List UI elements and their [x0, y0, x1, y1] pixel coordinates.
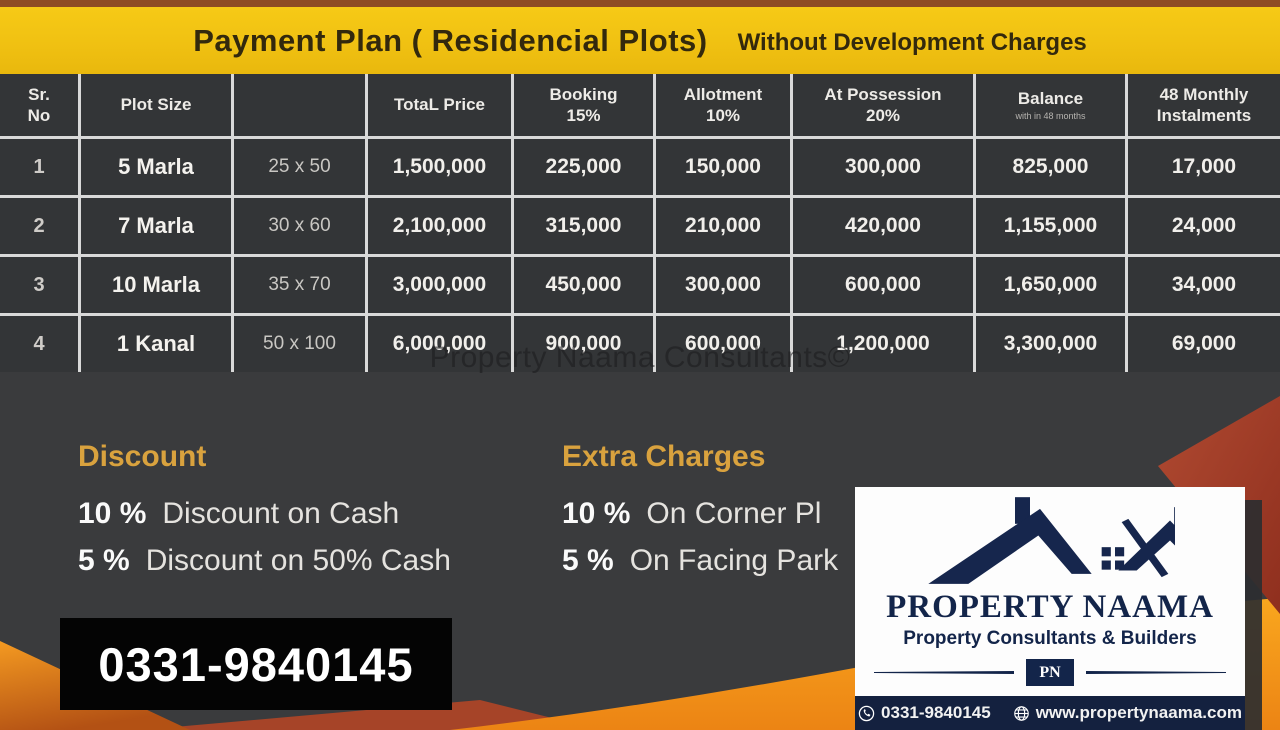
divider-left [874, 671, 1014, 674]
table-row-4-booking: 900,000 [514, 316, 653, 372]
table-row-4-plot: 1 Kanal [81, 316, 231, 372]
table-row-4-balance: 3,300,000 [976, 316, 1125, 372]
table-row-4-dim: 50 x 100 [234, 316, 365, 372]
table-row-3-possession: 600,000 [793, 257, 973, 313]
divider-right [1086, 671, 1226, 674]
table-row-3-plot: 10 Marla [81, 257, 231, 313]
table-row-2-allotment: 210,000 [656, 198, 790, 254]
table-row-2-monthly: 24,000 [1128, 198, 1280, 254]
table-row-3-total: 3,000,000 [368, 257, 511, 313]
table-row-1-possession: 300,000 [793, 139, 973, 195]
brand-card: PROPERTY NAAMA Property Consultants & Bu… [855, 487, 1245, 730]
page-title: Payment Plan ( Residencial Plots) [193, 22, 708, 58]
table-row-4-possession: 1,200,000 [793, 316, 973, 372]
title-bar: Payment Plan ( Residencial Plots) Withou… [0, 7, 1280, 74]
table-row-2-booking: 315,000 [514, 198, 653, 254]
table-row-1-balance: 825,000 [976, 139, 1125, 195]
header-cell-dimensions [234, 74, 365, 136]
extra-charges-heading: Extra Charges [562, 440, 766, 473]
table-row-2-plot: 7 Marla [81, 198, 231, 254]
table-row-2-total: 2,100,000 [368, 198, 511, 254]
contact-phone: 0331-9840145 [858, 703, 991, 723]
table-row-1-total: 1,500,000 [368, 139, 511, 195]
discount-item: 5 % Discount on 50% Cash [78, 544, 451, 577]
table-row-3-dim: 35 x 70 [234, 257, 365, 313]
discount-item: 10 % Discount on Cash [78, 497, 400, 530]
header-cell-balance: Balance with in 48 months [976, 74, 1125, 136]
payment-table: Sr. No Plot Size TotaL Price Booking 15%… [0, 74, 1280, 372]
extra-charges-item: 5 % On Facing Park [562, 544, 839, 577]
header-cell-allotment: Allotment 10% [656, 74, 790, 136]
houses-logo-icon [928, 497, 1175, 584]
extra-charges-section: Extra Charges 10 % On Corner Pl 5 % On Fac… [562, 440, 1162, 584]
brand-tagline: Property Consultants & Builders [903, 628, 1197, 649]
table-row-1-sr: 1 [0, 139, 78, 195]
table-row-1-allotment: 150,000 [656, 139, 790, 195]
globe-icon [1013, 705, 1029, 721]
contact-website: www.propertynaama.com [1013, 703, 1242, 723]
table-row-1-plot: 5 Marla [81, 139, 231, 195]
table-row-2-balance: 1,155,000 [976, 198, 1125, 254]
contact-bar: 0331-9840145 www.propertynaama.com [855, 696, 1245, 730]
table-row-4-allotment: 600,000 [656, 316, 790, 372]
top-strip [0, 0, 1280, 7]
table-row-3-sr: 3 [0, 257, 78, 313]
table-row-2-dim: 30 x 60 [234, 198, 365, 254]
table-row-3-balance: 1,650,000 [976, 257, 1125, 313]
contact-website-text: www.propertynaama.com [1035, 703, 1242, 722]
whatsapp-icon [858, 705, 875, 721]
header-cell-sr: Sr. No [0, 74, 78, 136]
header-cell-instalments: 48 Monthly Instalments [1128, 74, 1280, 136]
table-row-4-monthly: 69,000 [1128, 316, 1280, 372]
table-row-4-total: 6,000,000 [368, 316, 511, 372]
discount-heading: Discount [78, 440, 207, 473]
table-row-1-dim: 25 x 50 [234, 139, 365, 195]
table-row-3-booking: 450,000 [514, 257, 653, 313]
phone-banner: 0331-9840145 [60, 618, 452, 710]
table-row-2-possession: 420,000 [793, 198, 973, 254]
watermark: Property Naama Consultants© [429, 341, 851, 374]
page-subtitle: Without Development Charges [737, 28, 1087, 56]
contact-phone-text: 0331-9840145 [881, 703, 991, 722]
brand-divider: PN [855, 659, 1245, 686]
header-cell-booking: Booking 15% [514, 74, 653, 136]
discount-section: Discount 10 % Discount on Cash 5 % Discoun… [78, 440, 451, 584]
table-row-4-sr: 4 [0, 316, 78, 372]
brand-name: PROPERTY NAAMA [886, 589, 1214, 625]
monogram-badge: PN [1026, 659, 1074, 686]
header-cell-total-price: TotaL Price [368, 74, 511, 136]
table-row-1-booking: 225,000 [514, 139, 653, 195]
table-row-3-allotment: 300,000 [656, 257, 790, 313]
table-row-2-sr: 2 [0, 198, 78, 254]
header-cell-plot-size: Plot Size [81, 74, 231, 136]
table-row-3-monthly: 34,000 [1128, 257, 1280, 313]
extra-charges-item: 10 % On Corner Pl [562, 497, 822, 530]
table-row-1-monthly: 17,000 [1128, 139, 1280, 195]
header-cell-possession: At Possession 20% [793, 74, 973, 136]
